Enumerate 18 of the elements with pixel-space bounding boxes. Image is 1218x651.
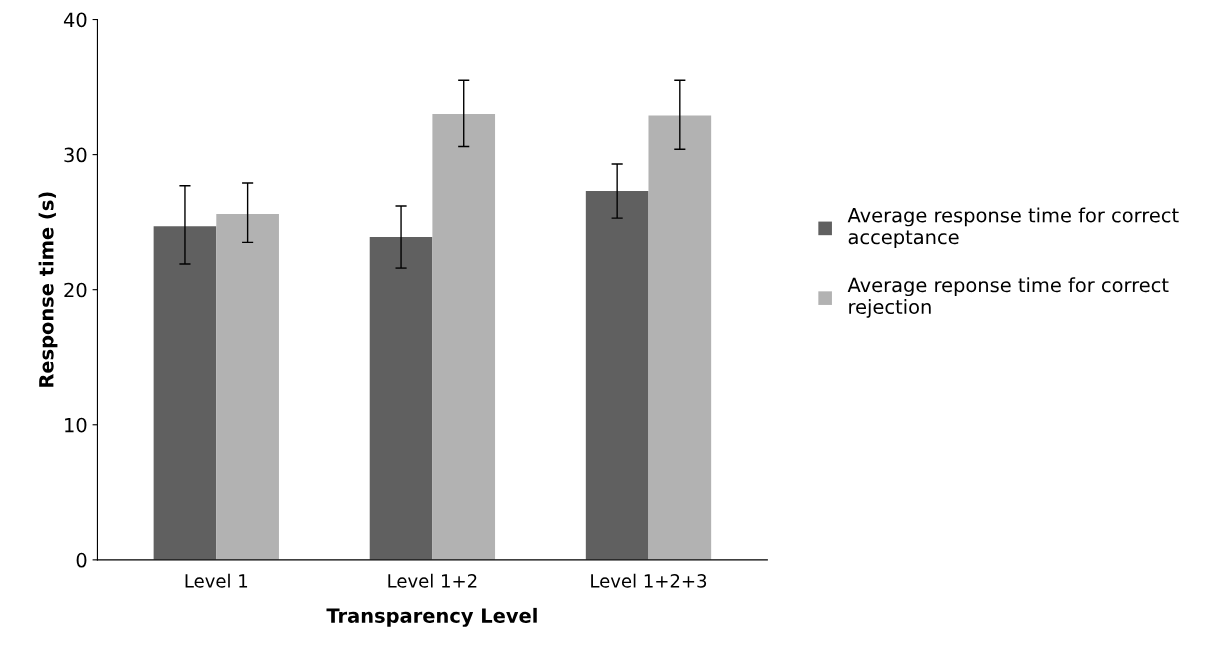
x-tick-label: Level 1+2 (388, 573, 477, 588)
bar (216, 214, 279, 560)
bar (369, 237, 433, 560)
y-tick-label: 20 (64, 282, 87, 298)
y-tick-label: 40 (63, 12, 87, 28)
bar (432, 114, 496, 560)
y-tick-label: 10 (65, 417, 87, 433)
x-axis-title: Transparency Level (326, 607, 537, 627)
bar (648, 115, 712, 560)
legend-label: Average response time for correct acceptance (847, 207, 1179, 249)
legend-label: Average reponse time for correct rejection (847, 277, 1169, 318)
y-axis-title: Response time (s) (38, 192, 58, 387)
bar (153, 226, 217, 560)
bar (585, 191, 649, 560)
x-tick-label: Level 1 (185, 573, 248, 588)
y-tick-label: 30 (64, 147, 87, 163)
x-tick-label: Level 1+2+3 (591, 573, 707, 588)
y-tick-label: 0 (76, 552, 87, 568)
